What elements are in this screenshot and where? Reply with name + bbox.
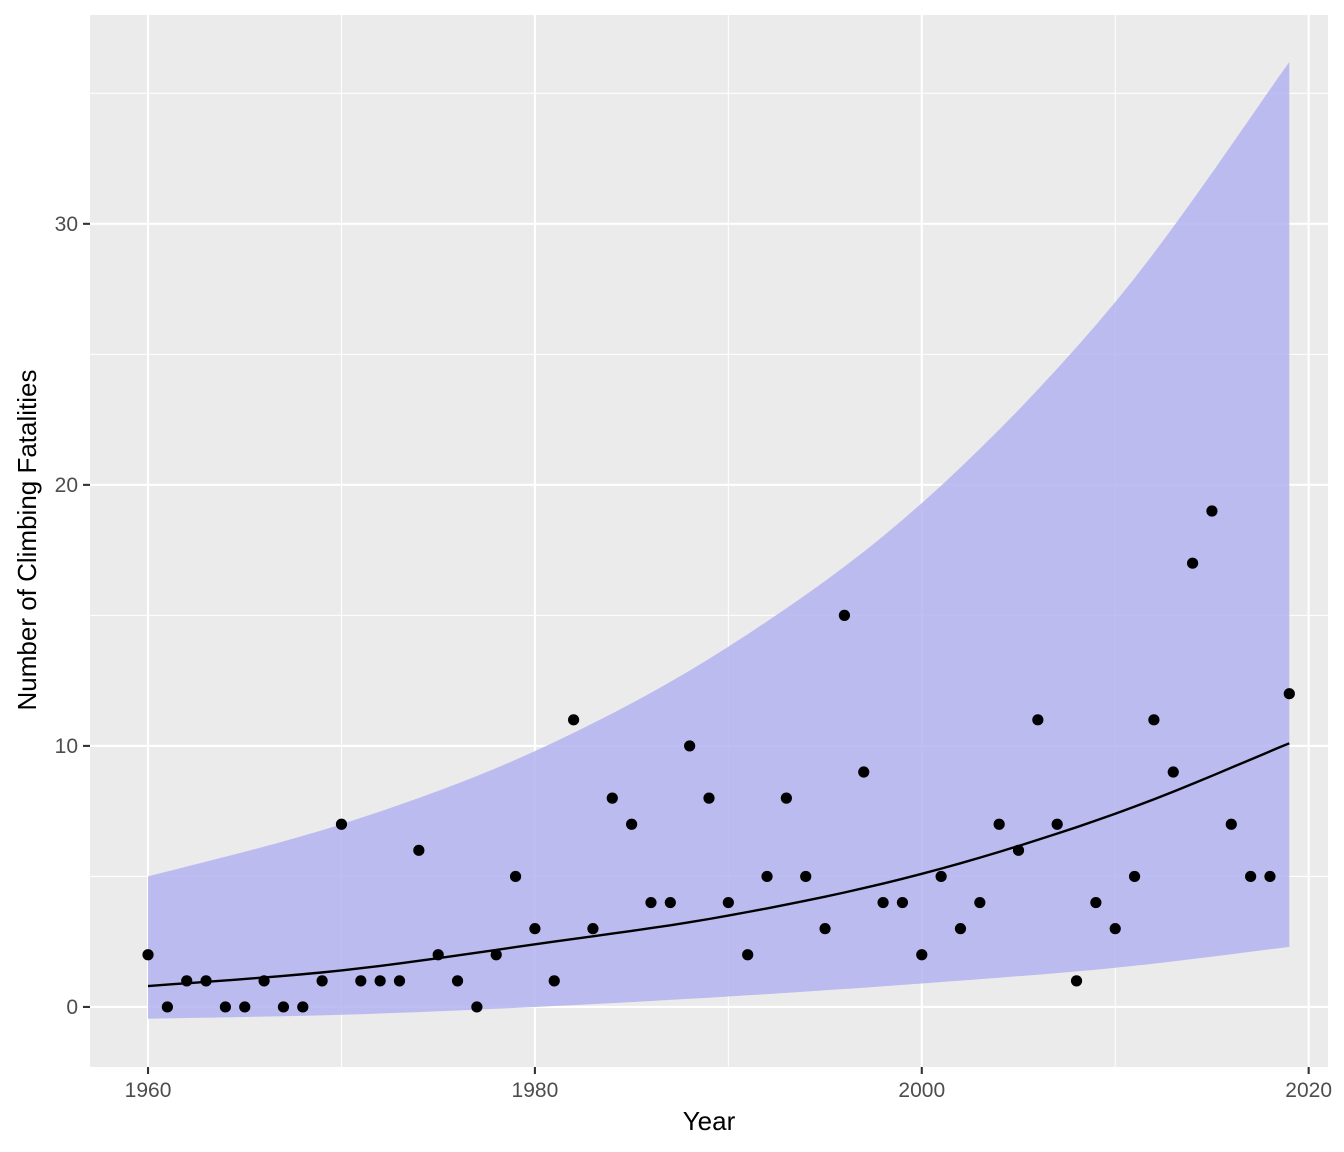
data-point [432,949,444,961]
data-point [722,896,734,909]
data-point [1109,923,1121,935]
data-point [877,896,889,909]
confidence-band [148,62,1290,1019]
data-point [548,975,560,987]
data-point [935,870,947,883]
data-point [239,1001,251,1013]
y-tick-label: 10 [55,735,78,758]
data-point [567,714,580,726]
data-point [1051,818,1063,830]
data-point [819,923,831,935]
data-points [142,505,1295,1013]
data-point [800,870,812,883]
x-axis-title: Year [683,1106,736,1136]
data-point [703,792,715,804]
data-point [451,975,464,987]
data-point [1264,870,1276,883]
data-point [374,975,386,987]
y-axis-title: Number of Climbing Fatalities [12,369,42,710]
data-point [780,792,792,804]
data-point [664,896,676,909]
data-point [1206,505,1218,517]
x-tick-label: 1960 [125,1079,172,1102]
data-point [993,818,1005,830]
x-tick-label: 2000 [898,1079,945,1102]
data-point [1128,870,1141,883]
data-point [471,1001,483,1013]
y-tick-label: 20 [55,474,78,497]
data-point [916,949,928,961]
data-point [626,818,638,830]
data-point [761,870,773,883]
y-tick-label: 0 [66,996,78,1019]
data-point [684,740,696,752]
data-point [490,949,502,961]
data-point [161,1001,173,1013]
data-point [1225,818,1237,830]
data-point [277,1001,290,1013]
data-point [1032,714,1044,726]
data-point [181,975,193,987]
data-point [954,923,967,935]
data-point [587,923,599,935]
x-tick-label: 2020 [1285,1079,1332,1102]
data-point [1167,766,1179,778]
x-tick-label: 1980 [512,1079,559,1102]
data-point [858,766,870,778]
data-point [258,975,270,987]
data-point [1090,896,1102,909]
data-point [335,818,348,830]
data-point [1283,688,1295,700]
data-point [297,1001,309,1013]
data-point [1148,714,1160,726]
data-point [529,923,541,935]
data-point [509,870,522,883]
data-point [355,975,367,987]
data-point [219,1001,232,1013]
data-point [1245,870,1257,883]
data-point [413,844,425,856]
fit-line [147,742,1290,988]
data-point [200,975,212,987]
data-point [142,949,154,961]
data-point [606,792,618,804]
data-point [742,949,754,961]
x-axis-ticks: 1960 1980 2000 2020 [125,1067,1332,1102]
data-point [1070,975,1083,987]
data-point [974,896,986,909]
data-point [838,609,851,621]
data-point [1186,557,1199,569]
data-point [393,975,406,987]
data-point [1012,844,1025,856]
data-point [316,975,328,987]
data-point [645,896,657,909]
data-point [896,896,909,909]
y-axis-ticks: 0 10 20 30 [55,213,90,1019]
y-tick-label: 30 [55,213,78,236]
